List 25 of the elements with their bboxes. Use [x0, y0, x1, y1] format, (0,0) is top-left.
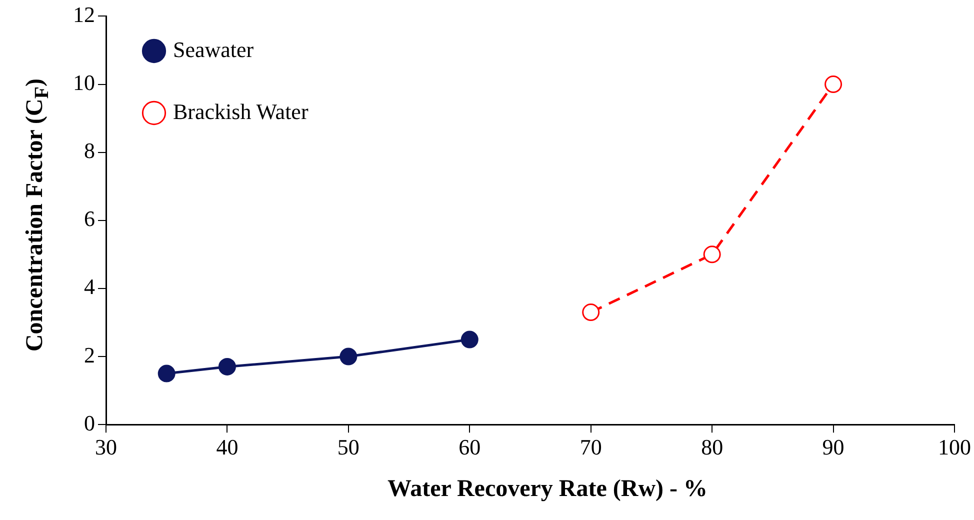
point [218, 358, 236, 376]
y-tick-label: 0 [84, 410, 95, 436]
y-tick-label: 4 [84, 274, 95, 300]
x-tick-label: 60 [458, 434, 481, 460]
point [460, 330, 478, 348]
x-axis-title: Water Recovery Rate (Rw) - % [386, 476, 709, 504]
x-tick-label: 50 [337, 434, 360, 460]
y-tick-label: 12 [73, 2, 95, 27]
point [824, 76, 842, 94]
x-tick-label: 30 [95, 434, 117, 460]
x-tick-label: 80 [701, 434, 724, 460]
legend-label: Seawater [173, 36, 254, 62]
point [703, 246, 721, 264]
x-tick-label: 100 [938, 434, 971, 460]
legend-label: Brackish Water [173, 98, 309, 124]
point [340, 348, 358, 366]
x-tick-label: 90 [822, 434, 844, 460]
point [582, 304, 600, 322]
y-tick-label: 6 [84, 206, 95, 232]
y-tick-label: 8 [84, 138, 95, 164]
x-tick-label: 40 [216, 434, 238, 460]
y-tick-label: 2 [84, 342, 95, 368]
y-tick-label: 10 [73, 70, 95, 96]
x-tick-label: 70 [580, 434, 602, 460]
point [158, 364, 176, 382]
